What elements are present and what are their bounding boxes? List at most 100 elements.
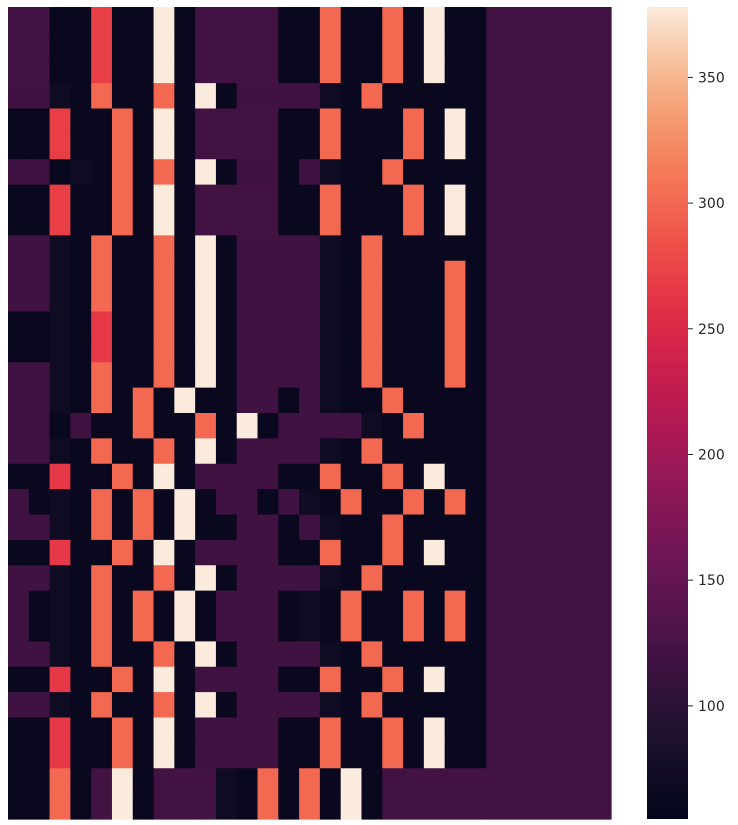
heatmap-cell	[486, 742, 508, 769]
heatmap-cell	[382, 438, 404, 465]
heatmap-cell	[507, 666, 529, 693]
heatmap-cell	[319, 616, 342, 642]
heatmap-cell	[236, 235, 259, 262]
heatmap-cell	[215, 235, 238, 262]
heatmap-cell	[278, 83, 300, 110]
heatmap-cell	[590, 235, 612, 262]
heatmap-cell	[403, 514, 425, 541]
heatmap-cell	[423, 793, 446, 820]
heatmap-cell	[361, 489, 383, 516]
heatmap-cell	[195, 539, 217, 566]
heatmap-cell	[153, 286, 175, 313]
heatmap-cell	[569, 57, 591, 84]
heatmap-cell	[153, 362, 175, 389]
heatmap-cell	[195, 590, 217, 617]
heatmap-cell	[507, 159, 529, 186]
heatmap-cell	[527, 539, 550, 566]
heatmap-cell	[403, 286, 425, 313]
heatmap-cell	[361, 57, 383, 84]
heatmap-cell	[507, 641, 529, 668]
heatmap-cell	[444, 616, 467, 642]
heatmap-cell	[91, 387, 113, 414]
heatmap-cell	[340, 438, 363, 465]
heatmap-cell	[153, 539, 175, 566]
heatmap-cell	[257, 742, 279, 769]
heatmap-cell	[361, 7, 383, 33]
heatmap-cell	[28, 336, 51, 363]
heatmap-cell	[465, 768, 487, 795]
heatmap-cell	[49, 7, 71, 33]
heatmap-cell	[153, 590, 175, 617]
heatmap-cell	[132, 235, 155, 262]
heatmap-cell	[299, 413, 321, 439]
heatmap-cell	[319, 286, 342, 313]
heatmap-cell	[382, 666, 404, 693]
heatmap-cell	[111, 32, 134, 59]
heatmap-cell	[174, 514, 196, 541]
heatmap-cell	[215, 133, 238, 160]
heatmap-cell	[132, 666, 155, 693]
heatmap-cell	[590, 336, 612, 363]
heatmap-cell	[548, 438, 571, 465]
heatmap-cell	[174, 565, 196, 592]
heatmap-cell	[49, 742, 71, 769]
heatmap-cell	[299, 260, 321, 287]
heatmap-cell	[319, 210, 342, 236]
heatmap-cell	[257, 286, 279, 313]
heatmap-cell	[132, 489, 155, 516]
heatmap-cell	[236, 362, 259, 389]
heatmap-cell	[569, 362, 591, 389]
heatmap-cell	[486, 32, 508, 59]
heatmap-cell	[486, 666, 508, 693]
heatmap-cell	[278, 32, 300, 59]
heatmap-cell	[403, 260, 425, 287]
heatmap-cell	[91, 108, 113, 135]
heatmap-cell	[195, 717, 217, 744]
heatmap-cell	[423, 742, 446, 769]
heatmap-cell	[444, 768, 467, 795]
heatmap-cell	[507, 260, 529, 287]
heatmap-cell	[174, 742, 196, 769]
heatmap-cell	[361, 260, 383, 287]
heatmap-cell	[548, 184, 571, 211]
heatmap-cell	[548, 210, 571, 236]
heatmap-cell	[569, 565, 591, 592]
heatmap-cell	[527, 387, 550, 414]
heatmap-cell	[70, 210, 92, 236]
heatmap-cell	[49, 362, 71, 389]
heatmap-cell	[590, 387, 612, 414]
heatmap-cell	[486, 336, 508, 363]
heatmap-cell	[132, 616, 155, 642]
heatmap-cell	[91, 133, 113, 160]
heatmap-cell	[174, 768, 196, 795]
heatmap-cell	[91, 768, 113, 795]
heatmap-cell	[8, 235, 30, 262]
heatmap-cell	[236, 83, 259, 110]
heatmap-cell	[153, 463, 175, 490]
heatmap-cell	[257, 717, 279, 744]
heatmap-cell	[590, 438, 612, 465]
heatmap-cell	[361, 565, 383, 592]
heatmap-cell	[444, 641, 467, 668]
heatmap-cell	[153, 260, 175, 287]
heatmap-cell	[319, 235, 342, 262]
heatmap-cell	[8, 539, 30, 566]
heatmap-cell	[174, 793, 196, 820]
heatmap-cell	[527, 666, 550, 693]
heatmap-cell	[548, 742, 571, 769]
heatmap-cell	[299, 57, 321, 84]
heatmap-cell	[382, 362, 404, 389]
heatmap-cell	[278, 616, 300, 642]
heatmap-cell	[91, 32, 113, 59]
heatmap-cell	[403, 565, 425, 592]
heatmap-cell	[111, 387, 134, 414]
heatmap-cell	[486, 83, 508, 110]
heatmap-cell	[507, 413, 529, 439]
heatmap-cell	[340, 260, 363, 287]
heatmap-cell	[423, 387, 446, 414]
heatmap-cell	[548, 108, 571, 135]
heatmap-cell	[132, 742, 155, 769]
heatmap-cell	[340, 768, 363, 795]
heatmap-cell	[132, 692, 155, 719]
heatmap-cell	[361, 692, 383, 719]
